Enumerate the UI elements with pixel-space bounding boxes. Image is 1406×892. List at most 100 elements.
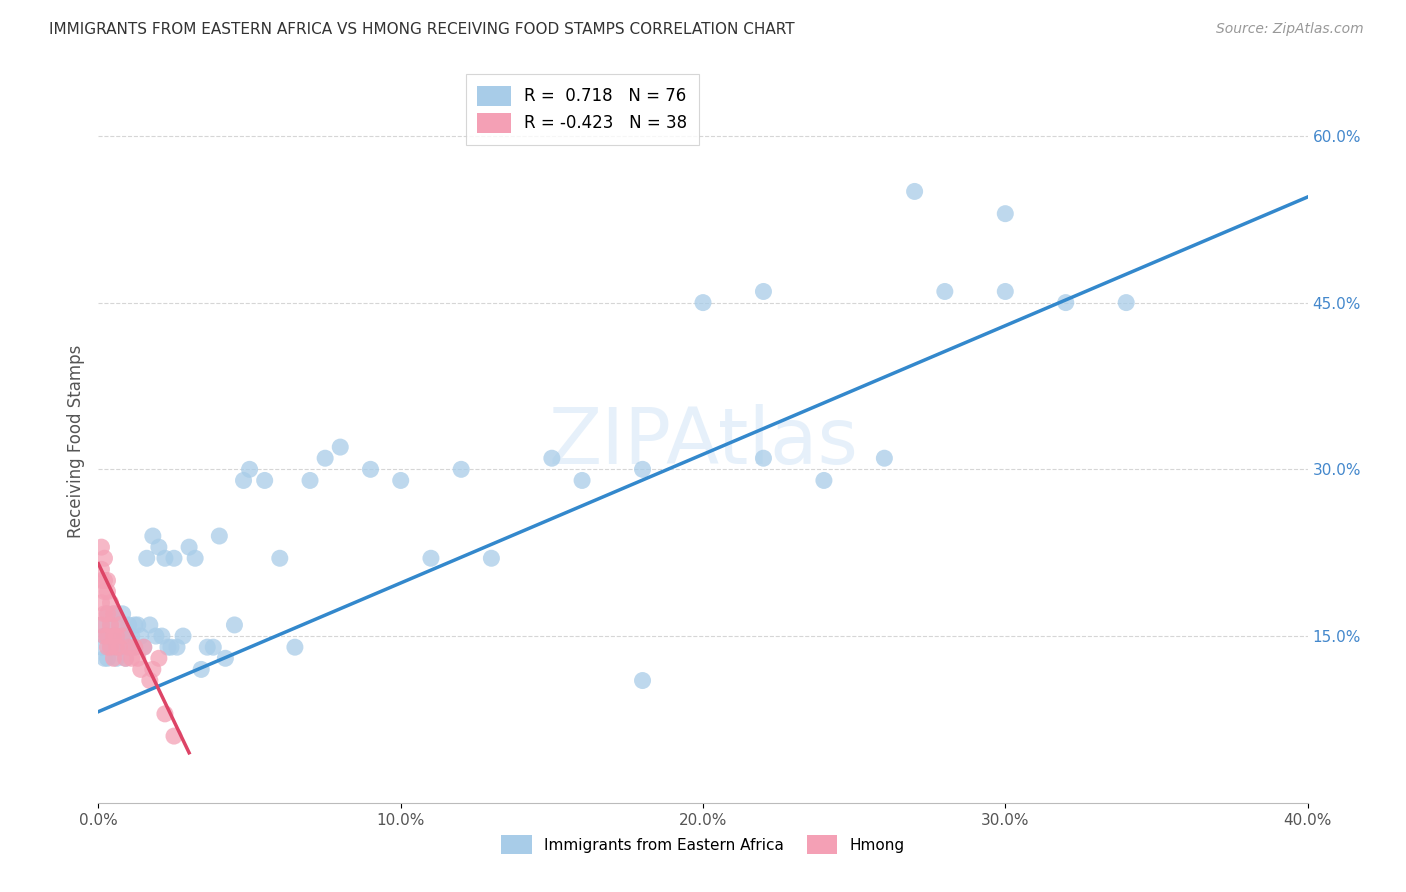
Point	[190, 662, 212, 676]
Text: IMMIGRANTS FROM EASTERN AFRICA VS HMONG RECEIVING FOOD STAMPS CORRELATION CHART: IMMIGRANTS FROM EASTERN AFRICA VS HMONG …	[49, 22, 794, 37]
Point	[132, 640, 155, 655]
Point	[208, 529, 231, 543]
Point	[813, 474, 835, 488]
Point	[114, 651, 136, 665]
Point	[232, 474, 254, 488]
Point	[179, 540, 201, 554]
Point	[156, 640, 179, 655]
Point	[90, 540, 112, 554]
Point	[114, 629, 136, 643]
Point	[253, 474, 276, 488]
Point	[90, 596, 112, 610]
Point	[160, 640, 183, 655]
Point	[121, 629, 143, 643]
Point	[96, 574, 118, 588]
Text: ZIPAtlas: ZIPAtlas	[548, 403, 858, 480]
Point	[100, 618, 122, 632]
Point	[360, 462, 382, 476]
Point	[105, 651, 128, 665]
Point	[195, 640, 218, 655]
Point	[108, 618, 131, 632]
Point	[118, 640, 141, 655]
Point	[571, 474, 593, 488]
Point	[752, 451, 775, 466]
Text: Source: ZipAtlas.com: Source: ZipAtlas.com	[1216, 22, 1364, 37]
Point	[224, 618, 246, 632]
Point	[90, 618, 112, 632]
Point	[934, 285, 956, 299]
Point	[100, 640, 122, 655]
Point	[90, 618, 112, 632]
Point	[132, 640, 155, 655]
Point	[148, 540, 170, 554]
Point	[93, 629, 115, 643]
Point	[153, 551, 176, 566]
Point	[105, 629, 128, 643]
Point	[105, 629, 128, 643]
Point	[139, 618, 162, 632]
Point	[752, 285, 775, 299]
Point	[135, 551, 157, 566]
Point	[103, 607, 125, 621]
Point	[166, 640, 188, 655]
Point	[96, 629, 118, 643]
Point	[93, 629, 115, 643]
Point	[1115, 295, 1137, 310]
Point	[100, 618, 122, 632]
Point	[150, 629, 173, 643]
Point	[540, 451, 562, 466]
Point	[129, 629, 152, 643]
Point	[90, 574, 112, 588]
Point	[172, 629, 194, 643]
Point	[139, 673, 162, 688]
Point	[103, 629, 125, 643]
Point	[239, 462, 262, 476]
Point	[148, 651, 170, 665]
Point	[103, 640, 125, 655]
Point	[93, 574, 115, 588]
Point	[111, 607, 134, 621]
Point	[100, 596, 122, 610]
Point	[284, 640, 307, 655]
Point	[108, 640, 131, 655]
Point	[96, 651, 118, 665]
Point	[184, 551, 207, 566]
Point	[904, 185, 927, 199]
Point	[420, 551, 443, 566]
Point	[105, 640, 128, 655]
Point	[873, 451, 896, 466]
Point	[103, 607, 125, 621]
Point	[124, 640, 146, 655]
Point	[631, 673, 654, 688]
Point	[93, 584, 115, 599]
Point	[108, 618, 131, 632]
Point	[631, 462, 654, 476]
Point	[121, 651, 143, 665]
Point	[100, 640, 122, 655]
Point	[108, 640, 131, 655]
Point	[994, 207, 1017, 221]
Point	[96, 584, 118, 599]
Point	[118, 618, 141, 632]
Point	[96, 607, 118, 621]
Point	[103, 651, 125, 665]
Point	[90, 562, 112, 576]
Point	[129, 662, 152, 676]
Point	[145, 629, 167, 643]
Point	[96, 607, 118, 621]
Point	[692, 295, 714, 310]
Point	[314, 451, 336, 466]
Point	[269, 551, 291, 566]
Point	[127, 618, 149, 632]
Point	[214, 651, 236, 665]
Point	[114, 651, 136, 665]
Point	[111, 629, 134, 643]
Point	[299, 474, 322, 488]
Point	[118, 640, 141, 655]
Point	[481, 551, 503, 566]
Point	[142, 662, 165, 676]
Point	[202, 640, 225, 655]
Point	[93, 607, 115, 621]
Point	[163, 551, 186, 566]
Point	[153, 706, 176, 721]
